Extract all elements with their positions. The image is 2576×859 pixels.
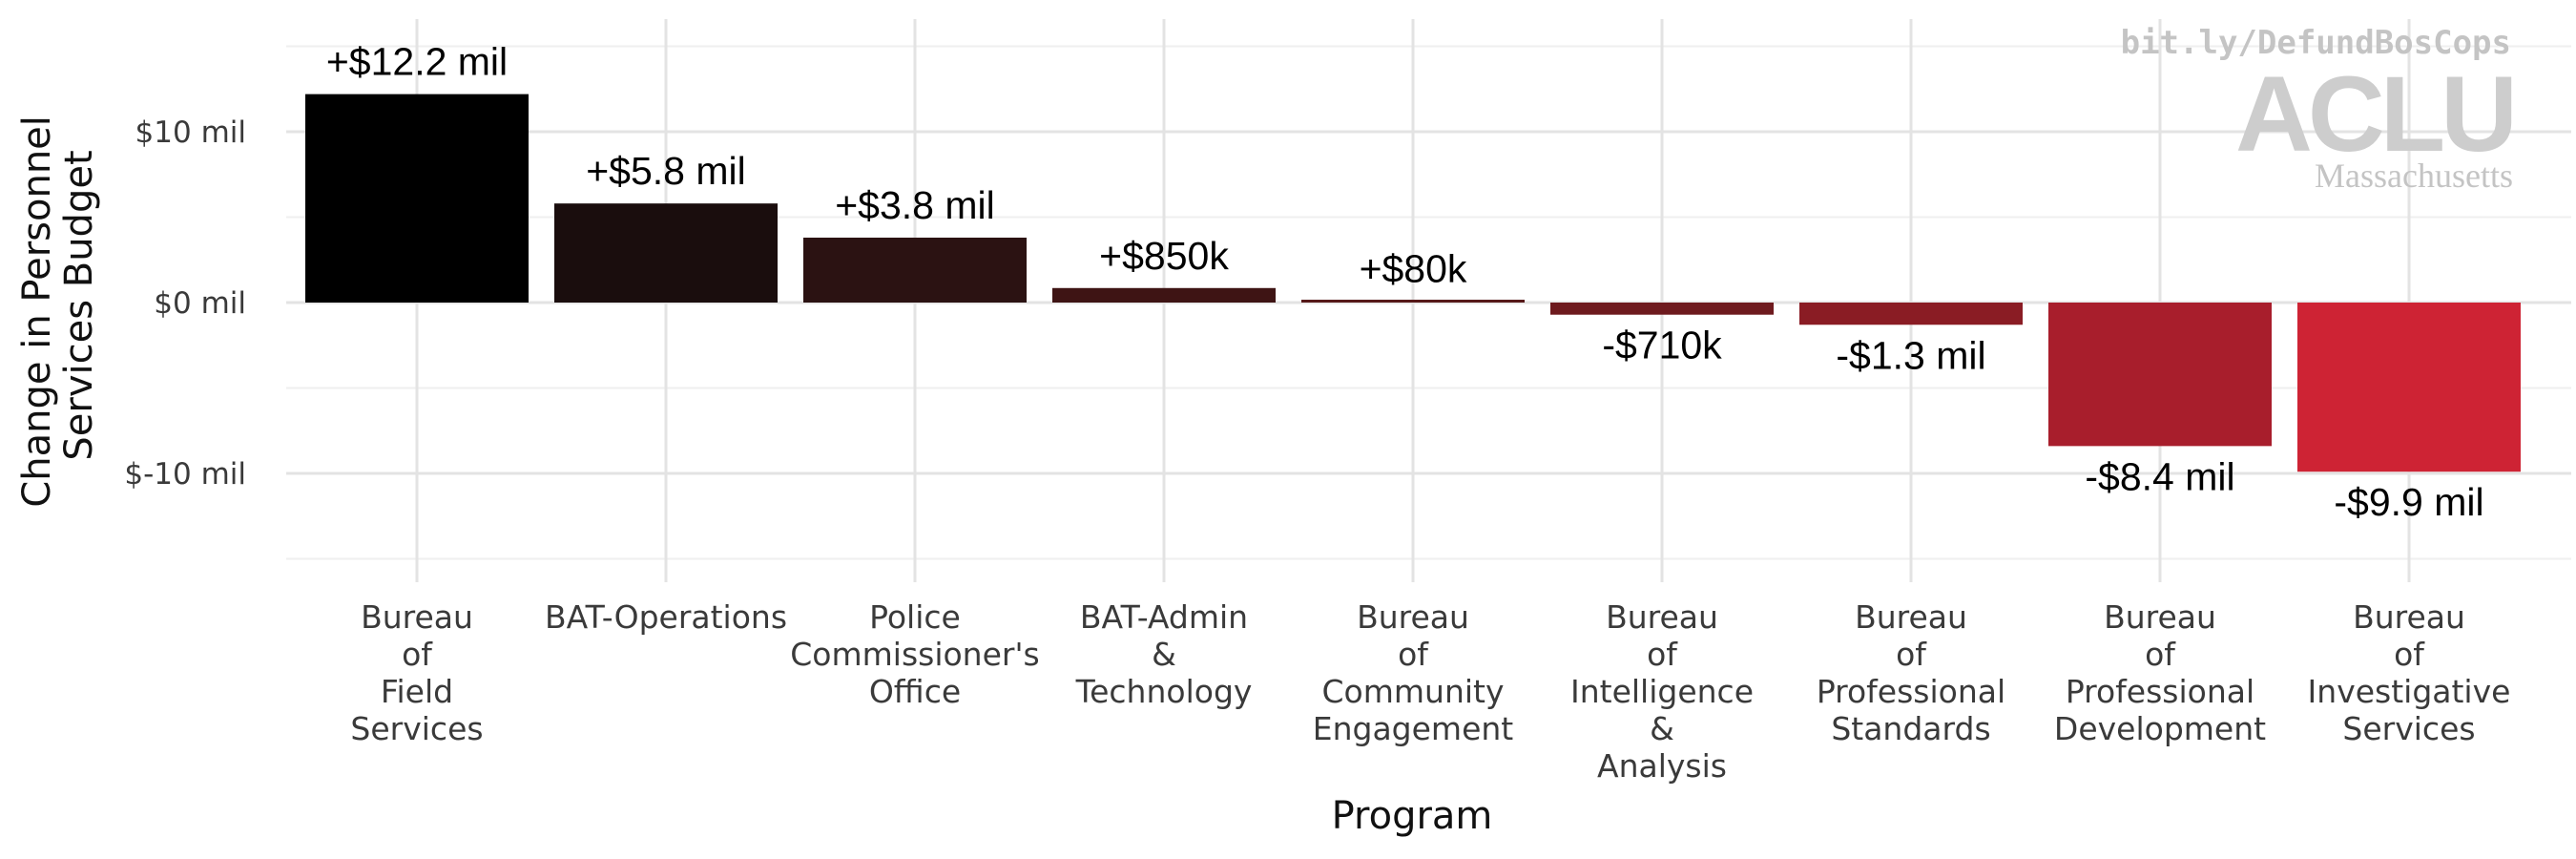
x-tick-label-line: Technology (1075, 673, 1253, 710)
bar (1799, 303, 2023, 325)
x-tick-label-line: Services (350, 710, 483, 747)
watermark-url: bit.ly/DefundBosCops (2121, 24, 2511, 62)
x-tick-label-line: Engagement (1313, 710, 1514, 747)
watermark-org: Massachusetts (2315, 157, 2513, 195)
x-tick-label-line: BAT-Admin (1080, 598, 1248, 636)
data-label: -$9.9 mil (2334, 480, 2483, 524)
x-tick-label-line: Services (2342, 710, 2475, 747)
bars (305, 94, 2521, 472)
bar (1550, 303, 1774, 315)
y-axis-ticks: $10 mil $0 mil $-10 mil (124, 115, 246, 492)
x-tick-label: BAT-Operations (545, 598, 787, 636)
x-tick-label-line: Police (869, 598, 961, 636)
x-tick-label-line: of (1896, 636, 1927, 673)
x-tick-label: Bureau of Field Services (350, 598, 483, 747)
bar (1052, 287, 1276, 303)
x-tick-label-line: & (1650, 710, 1674, 747)
x-tick-label: Bureau of Intelligence & Analysis (1570, 598, 1754, 785)
bar (2048, 303, 2272, 447)
y-tick-label: $0 mil (154, 286, 246, 321)
x-tick-label: Bureau of Community Engagement (1313, 598, 1514, 747)
y-tick-label: $10 mil (135, 115, 246, 150)
x-tick-label-line: Commissioner's (790, 636, 1040, 673)
x-tick-label-line: of (402, 636, 433, 673)
data-label: +$5.8 mil (586, 149, 746, 193)
x-tick-label-line: Standards (1831, 710, 1990, 747)
data-label: +$12.2 mil (326, 40, 508, 84)
y-axis-title: Change in Personnel Services Budget (15, 103, 101, 507)
x-tick-label: Bureau of Professional Standards (1817, 598, 2005, 747)
bar (803, 237, 1027, 303)
x-tick-label: Bureau of Professional Development (2054, 598, 2266, 747)
data-label: +$3.8 mil (835, 183, 995, 227)
x-tick-label-line: Bureau (2104, 598, 2216, 636)
x-tick-label-line: Field (381, 673, 453, 710)
data-labels: +$12.2 mil +$5.8 mil +$3.8 mil +$850k +$80k -… (326, 40, 2484, 525)
x-tick-label-line: Bureau (2353, 598, 2465, 636)
bar (2297, 303, 2521, 472)
y-axis-title-line-1: Change in Personnel (15, 115, 59, 508)
x-tick-label-line: Professional (1817, 673, 2005, 710)
bar (1301, 300, 1525, 303)
y-axis-title-line-2: Services Budget (57, 150, 101, 460)
data-label: +$850k (1099, 234, 1229, 278)
aclu-logo: ACLU (2235, 54, 2513, 174)
x-tick-label-line: Analysis (1597, 747, 1727, 785)
x-tick-label-line: of (2145, 636, 2176, 673)
x-tick-label-line: & (1152, 636, 1176, 673)
x-tick-label-line: Development (2054, 710, 2266, 747)
x-tick-label-line: Investigative (2308, 673, 2511, 710)
bar (305, 94, 529, 304)
x-tick-label-line: Bureau (1606, 598, 1718, 636)
x-tick-label: Bureau of Investigative Services (2308, 598, 2511, 747)
x-tick-label-line: Community (1322, 673, 1505, 710)
watermark: bit.ly/DefundBosCops ACLU Massachusetts (2121, 24, 2518, 195)
x-axis-title: Program (1332, 794, 1493, 838)
x-tick-label: BAT-Admin & Technology (1075, 598, 1253, 710)
x-tick-label-line: of (2394, 636, 2425, 673)
x-tick-label: Police Commissioner's Office (790, 598, 1040, 710)
data-label: -$8.4 mil (2085, 454, 2234, 498)
x-tick-label-line: Office (869, 673, 961, 710)
x-tick-label-line: of (1647, 636, 1678, 673)
data-label: -$1.3 mil (1836, 333, 1985, 377)
x-tick-label-line: Bureau (1357, 598, 1469, 636)
x-tick-label-line: Bureau (1855, 598, 1967, 636)
y-tick-label: $-10 mil (124, 457, 246, 492)
x-tick-label-line: BAT-Operations (545, 598, 787, 636)
data-label: -$710k (1602, 324, 1722, 367)
x-tick-label-line: Bureau (361, 598, 473, 636)
data-label: +$80k (1360, 247, 1467, 291)
x-tick-label-line: Professional (2066, 673, 2254, 710)
x-tick-label-line: Intelligence (1570, 673, 1754, 710)
bar (554, 203, 778, 303)
x-tick-label-line: of (1398, 636, 1429, 673)
